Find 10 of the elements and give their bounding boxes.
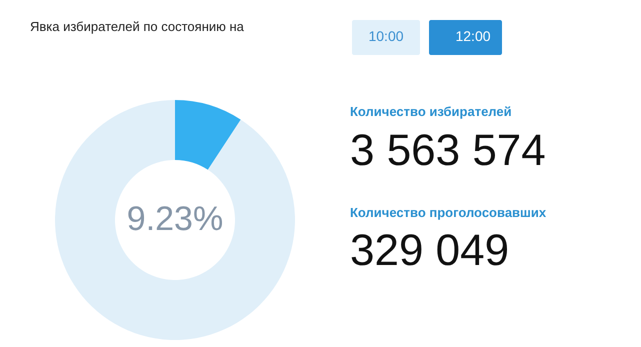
donut-slice <box>55 100 295 340</box>
text: 10:00 <box>368 28 404 44</box>
text: 3 563 574 <box>350 126 546 175</box>
donut-slice <box>175 100 241 170</box>
text: 12:00 <box>455 28 491 44</box>
text: 329 049 <box>350 226 510 275</box>
text: Количество избирателей <box>350 104 512 119</box>
text: Количество проголосовавших <box>350 205 547 220</box>
data-label: 9.23% <box>126 200 224 238</box>
text: Явка избирателей по состоянию на <box>30 19 245 34</box>
